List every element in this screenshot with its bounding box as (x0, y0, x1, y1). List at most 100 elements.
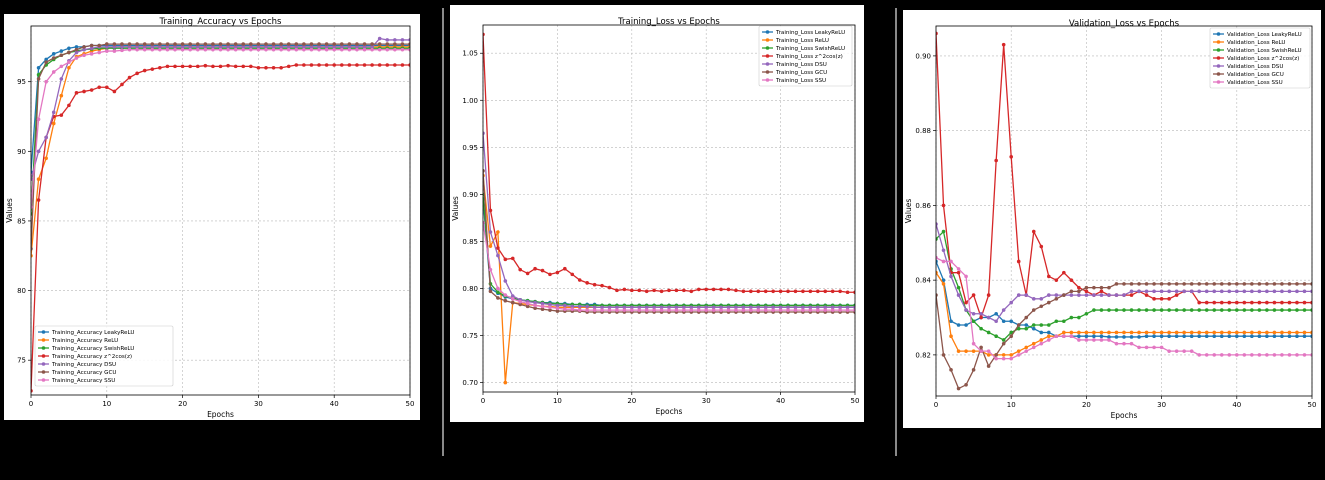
x-tick-label: 30 (702, 397, 711, 405)
data-point (165, 47, 170, 52)
data-point (135, 47, 139, 52)
data-point (324, 47, 329, 52)
data-point (67, 50, 71, 55)
data-point (1084, 338, 1089, 342)
data-point (823, 289, 828, 294)
data-point (734, 305, 738, 310)
data-point (1310, 330, 1312, 335)
data-point (332, 42, 337, 46)
data-point (203, 42, 208, 46)
data-point (271, 47, 276, 52)
data-point (1219, 282, 1224, 286)
data-point (994, 353, 998, 357)
data-point (1137, 345, 1141, 350)
data-point (644, 289, 649, 294)
data-point (941, 248, 946, 253)
legend-label: Training_Accuracy SwishReLU (51, 346, 134, 352)
data-point (801, 289, 805, 294)
data-point (1099, 334, 1104, 339)
data-point (1197, 330, 1201, 335)
data-point (188, 47, 192, 52)
data-point (1092, 285, 1096, 290)
data-point (936, 293, 938, 297)
data-point (1122, 293, 1126, 297)
data-point (1295, 353, 1299, 357)
data-point (1280, 330, 1284, 335)
data-point (756, 289, 761, 294)
data-point (309, 63, 314, 67)
data-point (1242, 334, 1247, 339)
data-point (600, 305, 604, 310)
data-point (1257, 289, 1262, 294)
x-tick-label: 40 (1232, 401, 1241, 409)
data-point (142, 45, 147, 49)
data-point (355, 47, 359, 52)
data-point (1114, 341, 1119, 346)
data-point (1039, 338, 1044, 342)
data-point (1212, 334, 1217, 339)
series-group (483, 32, 855, 385)
data-point (1272, 289, 1277, 294)
data-point (120, 82, 124, 87)
data-point (488, 267, 493, 272)
data-point (749, 308, 753, 312)
data-point (74, 91, 79, 95)
data-point (667, 308, 671, 312)
series-line (483, 222, 855, 311)
data-point (150, 47, 155, 52)
data-point (1250, 282, 1254, 286)
data-point (1062, 330, 1066, 335)
data-point (503, 380, 508, 385)
data-point (771, 305, 775, 310)
data-point (112, 45, 117, 49)
data-point (302, 63, 306, 67)
data-point (302, 45, 306, 49)
data-point (1265, 289, 1269, 294)
data-point (1047, 300, 1051, 305)
data-point (1272, 300, 1277, 305)
data-point (309, 42, 314, 46)
x-tick-label: 10 (1007, 401, 1016, 409)
data-point (324, 63, 329, 67)
data-point (1009, 155, 1013, 159)
data-point (1144, 282, 1149, 286)
legend-label: Training_Loss z^2cos(z) (775, 54, 843, 60)
chart-panel-training-accuracy: Training_Accuracy vs Epochs 0 10 20 30 40 50 75… (4, 14, 420, 420)
data-point (1062, 319, 1066, 324)
data-point (1265, 334, 1269, 339)
data-point (1137, 330, 1141, 335)
x-tick-label: 30 (1157, 401, 1166, 409)
data-point (483, 32, 485, 37)
data-point (986, 315, 991, 320)
data-point (317, 63, 321, 67)
data-point (793, 308, 798, 312)
y-tick-label: 0.90 (915, 52, 931, 60)
data-point (964, 274, 968, 279)
data-point (408, 38, 410, 42)
data-point (279, 45, 283, 49)
data-point (385, 47, 390, 52)
data-point (719, 308, 723, 312)
data-point (1167, 330, 1171, 335)
data-point (1174, 330, 1179, 335)
data-point (585, 308, 589, 312)
data-point (689, 305, 694, 310)
data-point (570, 307, 575, 311)
y-tick-label: 0.90 (462, 191, 478, 199)
data-point (67, 60, 71, 65)
data-point (150, 45, 155, 49)
data-point (1144, 293, 1149, 297)
data-point (659, 289, 664, 294)
data-point (741, 305, 746, 310)
data-point (1250, 289, 1254, 294)
data-point (1310, 282, 1312, 286)
y-tick-label: 85 (17, 217, 26, 225)
data-point (1242, 300, 1247, 305)
data-point (1227, 353, 1232, 357)
data-point (1310, 353, 1312, 357)
legend-label: Training_Accuracy SSU (51, 378, 115, 384)
x-tick-label: 50 (1308, 401, 1317, 409)
data-point (256, 47, 261, 52)
data-point (1287, 300, 1292, 305)
data-point (1302, 300, 1307, 305)
